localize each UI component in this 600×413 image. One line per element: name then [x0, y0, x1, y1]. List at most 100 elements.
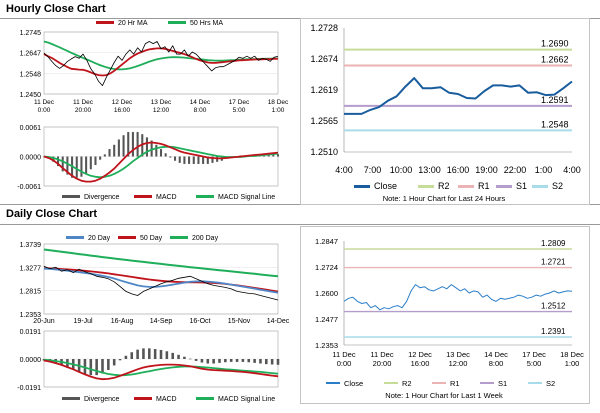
daily-pivot-y-tick: 1.2724 [315, 263, 338, 272]
daily-pivot-note: Note: 1 Hour Chart for Last 1 Week [385, 391, 503, 400]
daily-divergence-bar [142, 348, 145, 359]
hourly-price-x-tick: 14 Dec [190, 99, 211, 106]
hourly-pivot-note: Note: 1 Hour Chart for Last 24 Hours [383, 194, 506, 203]
daily-divergence-bar [276, 359, 280, 365]
daily-pivot-x-tick: 12 Dec [408, 350, 432, 359]
daily-pivot-legend-swatch [432, 382, 446, 384]
hourly-pivot-y-tick: 1.2674 [310, 54, 338, 64]
hourly-pivot-r1-label: 1.2662 [541, 55, 569, 65]
daily-pivot-x-tick: 11 Dec [332, 350, 355, 359]
hourly-pivot-legend-label: S1 [516, 181, 527, 191]
daily-pivot-s1-label: 1.2512 [541, 302, 566, 311]
hourly-divergence-bar [211, 156, 214, 163]
hourly-price-y-tick: 1.2548 [20, 71, 42, 78]
hourly-divergence-bar [178, 156, 181, 163]
daily-pivot-y-tick: 1.2353 [315, 341, 338, 350]
daily-pivot-legend-label: S2 [546, 379, 555, 388]
daily-pivot-y-tick: 1.2477 [315, 315, 338, 324]
hourly-price-x-tick: 17 Dec [229, 99, 250, 106]
hourly-pivot-r2-label: 1.2690 [541, 39, 569, 49]
hourly-divergence-bar [131, 132, 134, 157]
daily-pivot-legend-label: R1 [450, 379, 460, 388]
hourly-price-x-tick: 12 Dec [112, 99, 133, 106]
daily-pivot-r1-label: 1.2721 [541, 258, 566, 267]
daily-divergence-bar [183, 356, 186, 359]
daily-pivot-x-tick: 8:00 [489, 359, 504, 368]
hourly-pivot-legend-label: R1 [478, 181, 490, 191]
daily-pivot-legend-label: Close [344, 379, 363, 388]
hourly-divergence-bar [150, 140, 153, 157]
hourly-price-x-tick: 13 Dec [151, 99, 172, 106]
daily-price-legend-label: 20 Day [88, 235, 111, 242]
daily-pivot-x-tick: 16:00 [411, 359, 430, 368]
hourly-divergence-bar [85, 156, 88, 174]
daily-price-y-tick: 1.3739 [20, 242, 42, 249]
daily-pivot-x-tick: 5:00 [527, 359, 542, 368]
daily-price-x-tick: 15-Nov [228, 318, 251, 325]
hourly-price-legend-swatch [168, 21, 186, 24]
hourly-macd-legend-label: Divergence [84, 194, 120, 201]
hourly-divergence-bar [122, 135, 125, 157]
hourly-macd-y-tick: -0.0061 [17, 184, 41, 191]
daily-macd-legend-swatch [62, 397, 80, 400]
daily-divergence-bar [270, 359, 274, 365]
daily-divergence-bar [194, 359, 198, 361]
hourly-divergence-bar [113, 144, 116, 157]
hourly-divergence-bar [117, 139, 120, 157]
hourly-macd-legend-swatch [134, 195, 152, 198]
hourly-pivot-legend-label: Close [374, 181, 397, 191]
daily-divergence-bar [153, 349, 157, 359]
hourly-macd-legend-swatch [62, 195, 80, 198]
hourly-pivot-x-tick: 4:00 [563, 165, 581, 175]
daily-pivot-y-tick: 1.2600 [315, 289, 338, 298]
hourly-divergence-bar [89, 156, 92, 170]
daily-divergence-bar [118, 359, 122, 361]
daily-pivot-y-tick: 1.2847 [315, 237, 338, 246]
hourly-divergence-bar [103, 154, 106, 157]
hourly-price-x-tick: 11 Dec [73, 99, 94, 106]
daily-section-title: Daily Close Chart [6, 208, 98, 220]
hourly-pivot-x-tick: 16:00 [447, 165, 470, 175]
hourly-divergence-bar [192, 156, 195, 164]
hourly-divergence-bar [66, 156, 69, 175]
daily-price-x-tick: 14-Dec [267, 318, 290, 325]
daily-divergence-bar [89, 359, 93, 376]
hourly-divergence-bar [136, 132, 139, 157]
hourly-price-legend-label: 50 Hrs MA [190, 20, 223, 27]
daily-price-legend-swatch [66, 236, 84, 239]
hourly-pivot-legend-swatch [458, 185, 474, 188]
daily-macd-legend-label: Divergence [84, 396, 120, 403]
hourly-pivot-y-tick: 1.2619 [310, 85, 338, 95]
hourly-pivot-legend-swatch [418, 185, 434, 188]
hourly-macd-y-tick: 0.0061 [20, 125, 42, 132]
hourly-price-x-tick: 1:00 [272, 107, 285, 114]
hourly-divergence-bar [57, 156, 60, 167]
daily-divergence-bar [200, 359, 204, 363]
daily-pivot-legend-swatch [326, 382, 340, 384]
daily-pivot-legend-swatch [384, 382, 398, 384]
hourly-pivot-close-line [344, 77, 573, 115]
hourly-divergence-bar [276, 154, 280, 157]
hourly-divergence-bar [188, 156, 191, 164]
hourly-price-x-tick: 18 Dec [268, 99, 289, 106]
daily-divergence-bar [253, 359, 256, 363]
hourly-price-legend-swatch [96, 21, 114, 24]
hourly-pivot-y-tick: 1.2510 [310, 147, 338, 157]
daily-macd-legend-label: MACD Signal Line [218, 396, 275, 403]
daily-divergence-bar [112, 359, 116, 366]
hourly-price-frame [43, 31, 279, 95]
daily-divergence-bar [95, 359, 98, 376]
daily-macd-y-tick: 0.0191 [20, 329, 42, 336]
daily-price-legend-swatch [118, 236, 136, 239]
hourly-divergence-bar [159, 149, 163, 157]
hourly-divergence-bar [108, 149, 111, 157]
daily-price-x-tick: 14-Sep [150, 318, 173, 325]
hourly-divergence-bar [145, 137, 148, 157]
daily-price-y-tick: 1.2815 [20, 289, 42, 296]
hourly-pivot-s1-label: 1.2591 [541, 95, 569, 105]
hourly-divergence-bar [183, 156, 186, 164]
daily-pivot-x-tick: 0:00 [337, 359, 352, 368]
daily-pivot-x-tick: 20:00 [373, 359, 392, 368]
daily-price-legend-label: 200 Day [192, 235, 219, 242]
daily-pivot-r2-label: 1.2809 [541, 239, 566, 248]
